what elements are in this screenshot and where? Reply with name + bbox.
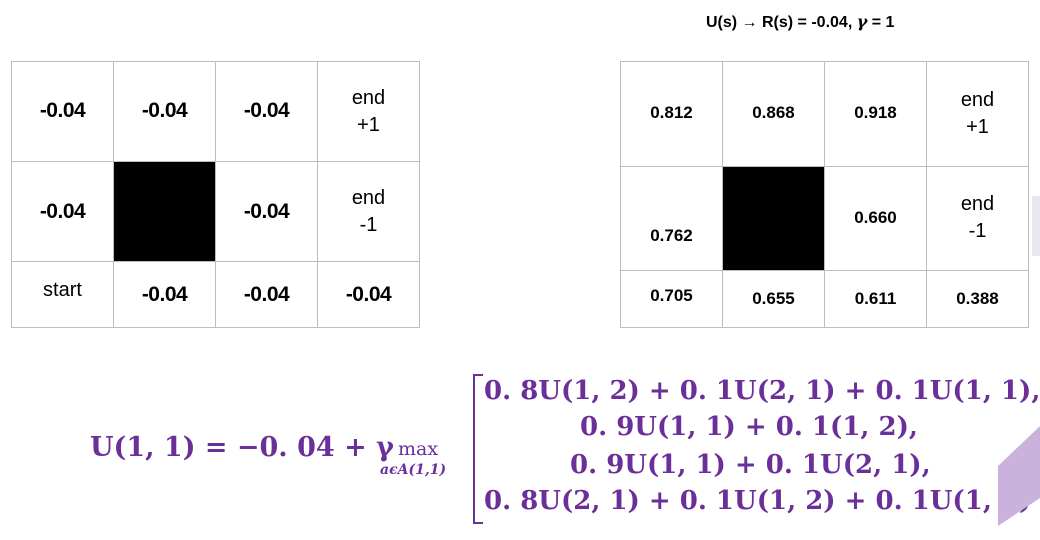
end-label: end [960,193,995,216]
terminal-cell-minus: end -1 [317,161,420,263]
terminal-value: -1 [968,220,987,243]
grid-cell: 0.762 [620,165,723,272]
terminal-cell-plus: end +1 [926,61,1029,167]
grid-cell: -0.04 [215,261,318,328]
caption-suffix: = 1 [867,14,895,31]
grid-cell: 0.660 [824,165,927,272]
equation-line: 0. 8U(1, 2) + 0. 1U(2, 1) + 0. 1U(1, 1), [484,376,1040,406]
wall-cell [722,165,825,272]
grid-row: -0.04 -0.04 -0.04 end +1 [11,60,420,163]
reward-grid: -0.04 -0.04 -0.04 end +1 -0.04 -0.04 end… [11,60,420,328]
wall-cell [113,161,216,263]
grid-cell: -0.04 [317,261,420,328]
terminal-cell-plus: end +1 [317,60,420,163]
equation-line: 0. 8U(2, 1) + 0. 1U(1, 2) + 0. 1U(1, 1) [484,486,1032,516]
end-label: end [960,88,995,111]
grid-cell: -0.04 [215,161,318,263]
equation-max: max [398,438,439,460]
terminal-value: -1 [359,213,378,236]
grid-row: 0.762 0.660 end -1 [620,165,1029,272]
grid-cell: 0.705 [620,270,723,328]
caption-prefix: U(s) → R(s) = -0.04, [706,14,857,31]
caption: U(s) → R(s) = -0.04, γ = 1 [706,12,894,32]
grid-cell: -0.04 [11,161,114,263]
decorative-edge [1032,196,1040,256]
grid-row: 0.705 0.655 0.611 0.388 [620,270,1029,328]
grid-row: start -0.04 -0.04 -0.04 [11,261,420,328]
terminal-value: +1 [357,113,380,136]
grid-cell: 0.611 [824,270,927,328]
equation-line: 0. 9U(1, 1) + 0. 1(1, 2), [580,412,918,442]
utility-grid: 0.812 0.868 0.918 end +1 0.762 0.660 end… [620,61,1029,328]
terminal-value: +1 [966,115,989,138]
grid-row: 0.812 0.868 0.918 end +1 [620,61,1029,167]
grid-cell: 0.918 [824,61,927,167]
equation-bracket [473,374,483,524]
end-label: end [351,86,386,109]
grid-cell: 0.388 [926,270,1029,328]
end-label: end [351,186,386,209]
grid-cell: -0.04 [11,60,114,163]
grid-cell: -0.04 [113,60,216,163]
grid-row: -0.04 -0.04 end -1 [11,161,420,263]
decorative-triangle [998,426,1040,526]
grid-cell: -0.04 [215,60,318,163]
caption-gamma: γ [856,12,868,31]
grid-cell: 0.655 [722,270,825,328]
grid-cell: 0.868 [722,61,825,167]
equation-line: 0. 9U(1, 1) + 0. 1U(2, 1), [570,450,931,480]
equation-max-subscript: aϵA(1,1) [380,462,447,478]
equation-lhs: U(1, 1) = −0. 04 + γ [90,432,394,463]
grid-cell: -0.04 [113,261,216,328]
grid-cell: 0.812 [620,61,723,167]
terminal-cell-minus: end -1 [926,165,1029,272]
start-cell: start [11,261,114,328]
